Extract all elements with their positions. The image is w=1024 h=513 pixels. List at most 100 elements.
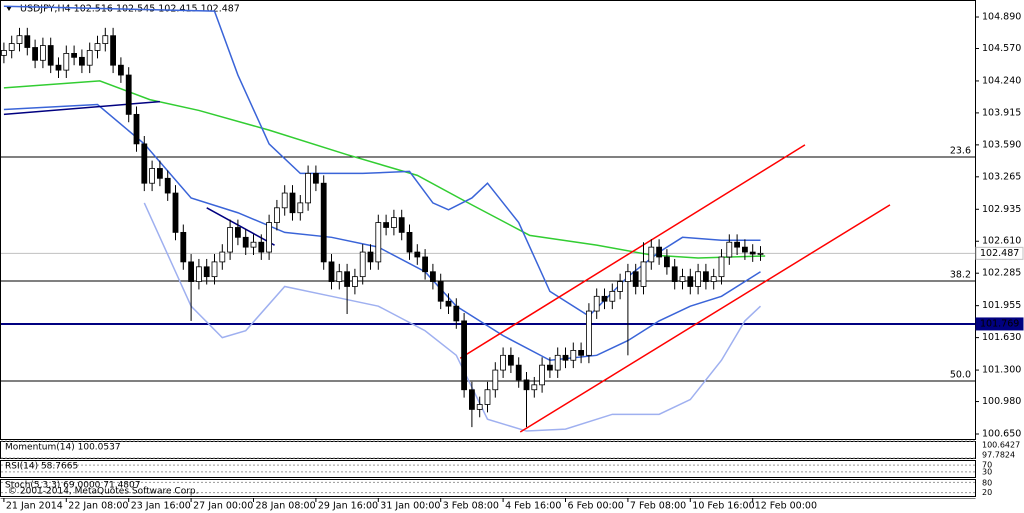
candle-body — [640, 261, 647, 287]
x-tick-label: 6 Feb 00:00 — [568, 501, 624, 512]
candle-body — [695, 271, 701, 287]
candle-body — [383, 222, 390, 228]
x-tick-label: 12 Feb 00:00 — [755, 501, 817, 512]
candle-body — [500, 354, 507, 371]
candle-body — [359, 251, 366, 278]
candle-body — [468, 389, 475, 410]
candle-body — [102, 35, 109, 44]
candle-body — [40, 45, 46, 61]
panel-frame — [0, 441, 976, 459]
candle-body — [188, 261, 195, 282]
candle-body — [492, 369, 499, 391]
x-tick-label: 7 Feb 08:00 — [630, 501, 686, 512]
candle-body — [351, 276, 358, 287]
x-tick-label: 4 Feb 16:00 — [505, 501, 561, 512]
y-tick-label: 104.240 — [982, 75, 1021, 86]
candle-body — [172, 192, 179, 233]
indicator-line — [206, 207, 275, 246]
candle-body — [344, 271, 351, 287]
candle-body — [164, 177, 171, 194]
candle-body — [601, 295, 608, 302]
panel-tick-label: 20 — [982, 488, 992, 497]
y-tick-label: 103.265 — [982, 171, 1021, 182]
candle-body — [445, 300, 452, 307]
candle-body — [211, 261, 218, 278]
candle-body — [328, 261, 335, 282]
candle-body — [79, 56, 85, 66]
candle-body — [687, 276, 694, 287]
candle-body — [757, 252, 764, 255]
candle-body — [367, 251, 374, 263]
y-tick-label: 100.980 — [982, 396, 1021, 407]
panel-tick-label: 100.6427 — [982, 441, 1020, 450]
candle-body — [0, 50, 7, 56]
candle-body — [671, 266, 678, 282]
candle-body — [586, 310, 592, 356]
candle-body — [461, 320, 468, 391]
candle-body — [219, 251, 226, 263]
candle-body — [180, 231, 187, 263]
y-tick-label: 103.915 — [982, 107, 1021, 118]
candle-body — [227, 227, 234, 253]
candle-body — [63, 53, 70, 71]
y-tick-label: 101.300 — [982, 365, 1021, 376]
candle-body — [476, 404, 483, 410]
candle-body — [133, 113, 140, 145]
price-box — [975, 246, 1024, 260]
candle-body — [484, 389, 491, 405]
candle-body — [414, 251, 421, 258]
candle-body — [336, 271, 343, 282]
y-tick-label: 100.650 — [982, 429, 1021, 440]
candle-body — [429, 271, 436, 282]
candle-body — [297, 202, 304, 214]
x-tick-label: 3 Feb 08:00 — [443, 501, 499, 512]
candle-body — [664, 256, 670, 268]
panel-tick-label: 70 — [982, 461, 992, 470]
candle-body — [570, 350, 577, 361]
candle-body — [250, 241, 257, 248]
candle-body — [71, 53, 77, 58]
candle-body — [94, 43, 101, 51]
candle-body — [554, 354, 561, 371]
x-tick-label: 29 Jan 16:00 — [318, 501, 378, 512]
candle-body — [507, 354, 514, 366]
candle-body — [437, 281, 444, 302]
panel-tick-label: 30 — [982, 467, 992, 476]
candle-body — [679, 276, 686, 282]
panel-tick-label: 97.7824 — [982, 451, 1015, 460]
candle-body — [531, 384, 538, 391]
candle-body — [632, 271, 639, 287]
candle-body — [156, 168, 163, 179]
candle-body — [406, 231, 413, 253]
title-icon — [6, 6, 12, 11]
x-tick-label: 23 Jan 16:00 — [131, 501, 191, 512]
panel-tick-label: 80 — [982, 479, 992, 488]
candle-body — [718, 256, 725, 278]
candle-body — [242, 236, 249, 248]
main-frame — [0, 0, 976, 440]
panel-title: Stoch(5,3,3) 69.0000 71.4807 — [5, 481, 140, 491]
x-tick-label: 31 Jan 00:00 — [380, 501, 440, 512]
x-tick-label: 10 Feb 16:00 — [692, 501, 754, 512]
candle-body — [593, 295, 600, 312]
candle-body — [281, 192, 288, 209]
candle-body — [203, 266, 210, 278]
candle-body — [8, 43, 15, 51]
candle-body — [195, 266, 202, 282]
y-tick-label: 102.610 — [982, 236, 1021, 247]
candle-body — [742, 246, 748, 253]
candle-body — [734, 241, 740, 248]
copyright: © 2001-2014, MetaQuotes Software Corp. — [8, 487, 199, 497]
y-tick-label: 102.935 — [982, 204, 1021, 215]
fib-label: 38.2 — [950, 269, 971, 280]
candle-body — [562, 354, 569, 361]
candle-body — [453, 305, 460, 322]
candle-body — [86, 50, 93, 66]
candle-body — [32, 47, 38, 61]
candle-body — [390, 217, 397, 228]
candle-body — [289, 192, 296, 214]
y-tick-label: 104.890 — [982, 12, 1021, 23]
candle-body — [617, 281, 623, 292]
